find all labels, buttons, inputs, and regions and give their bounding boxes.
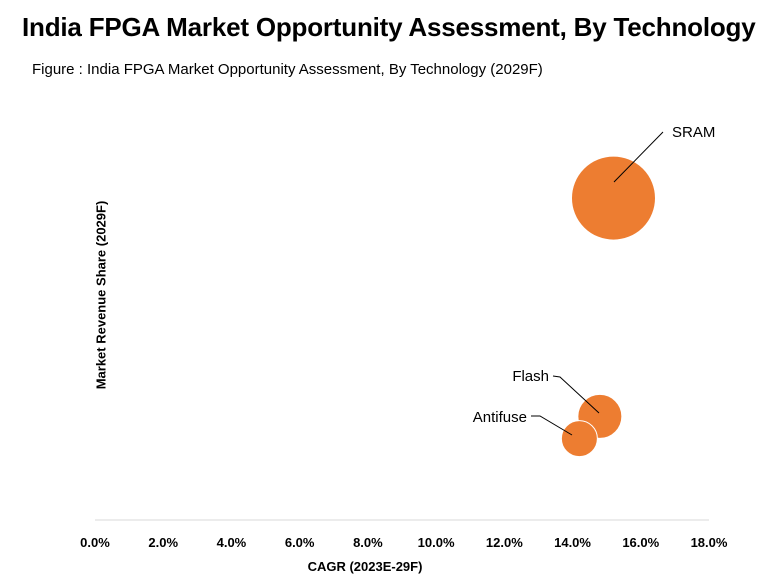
chart-subtitle: Figure : India FPGA Market Opportunity A…	[32, 61, 543, 78]
data-label: SRAM	[672, 124, 715, 141]
chart-title: India FPGA Market Opportunity Assessment…	[22, 12, 756, 42]
leader-line	[613, 131, 664, 183]
leader-line	[552, 375, 600, 414]
data-label: Flash	[512, 368, 549, 385]
x-tick-label: 18.0%	[691, 535, 728, 550]
x-tick-label: 2.0%	[148, 535, 178, 550]
x-tick-label: 14.0%	[554, 535, 591, 550]
leader-layer	[531, 131, 664, 436]
x-tick-label: 4.0%	[217, 535, 247, 550]
leader-line	[531, 415, 573, 436]
x-tick-label: 10.0%	[418, 535, 455, 550]
bubble-sram	[570, 155, 656, 241]
x-tick-label: 6.0%	[285, 535, 315, 550]
label-layer: SRAM Flash Antifuse	[473, 124, 716, 426]
data-label: Antifuse	[473, 409, 527, 426]
x-tick-label: 12.0%	[486, 535, 523, 550]
bubble-antifuse	[560, 420, 598, 458]
x-tick-label: 8.0%	[353, 535, 383, 550]
bubble-layer	[560, 155, 656, 458]
x-tick-layer: 0.0% 2.0% 4.0% 6.0% 8.0% 10.0% 12.0% 14.0% 16.0%…	[80, 535, 728, 550]
x-tick-label: 16.0%	[622, 535, 659, 550]
x-axis-label: CAGR (2023E-29F)	[307, 559, 423, 574]
x-tick-label: 0.0%	[80, 535, 110, 550]
